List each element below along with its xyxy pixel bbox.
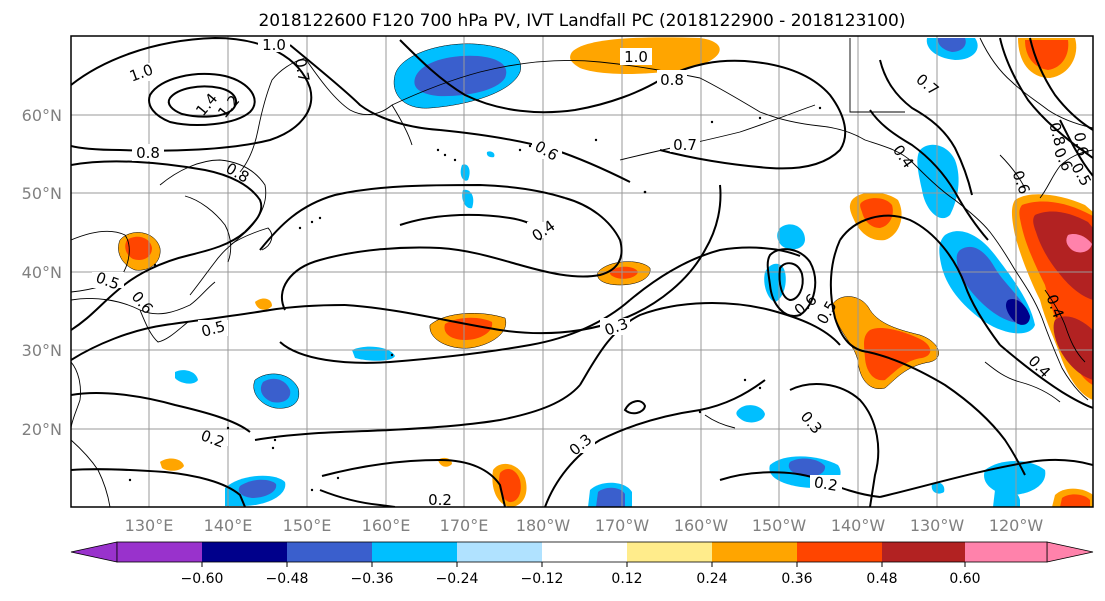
colorbar-segment <box>882 542 965 562</box>
shade-negative-patch <box>788 458 826 477</box>
colorbar-tick-label: −0.12 <box>521 571 564 587</box>
contour-label: 0.8 <box>136 144 160 162</box>
map-frame <box>70 35 1094 508</box>
colorbar-segment <box>797 542 882 562</box>
contour-label: 1.0 <box>624 48 648 66</box>
lon-label: 160°W <box>674 516 729 535</box>
lon-label: 170°E <box>440 516 489 535</box>
colorbar-segment <box>965 542 1047 562</box>
shade-positive-patch <box>860 198 893 228</box>
colorbar-segment <box>202 542 287 562</box>
shade-positive-patch <box>1060 494 1090 507</box>
lon-label: 130°W <box>910 516 965 535</box>
shade-negative-patch <box>486 151 495 158</box>
lat-label: 30°N <box>22 341 62 360</box>
lon-label: 180°W <box>516 516 571 535</box>
shade-positive-patch <box>444 317 493 340</box>
colorbar-tick-label: 0.36 <box>781 571 812 587</box>
lat-label: 50°N <box>22 184 62 203</box>
lon-label: 120°W <box>989 516 1044 535</box>
shade-negative-patch <box>462 189 474 209</box>
shade-positive-patch <box>125 236 152 260</box>
colorbar-tick-label: 0.24 <box>696 571 727 587</box>
shade-positive-patch <box>609 266 638 279</box>
colorbar-segment <box>287 542 372 562</box>
shade-negative-patch <box>260 378 291 403</box>
colorbar-tick-label: −0.48 <box>266 571 309 587</box>
longitude-labels: 130°E 140°E 150°E 160°E 170°E 180°W 170°… <box>125 516 1044 535</box>
shade-negative-patch <box>984 461 1046 495</box>
colorbar-segment <box>627 542 712 562</box>
shade-positive-patch <box>1033 211 1093 300</box>
shade-positive-patch <box>1025 40 1069 70</box>
lat-label: 20°N <box>22 420 62 439</box>
contour-label: 1.0 <box>262 36 286 54</box>
shade-negative-patch <box>175 370 198 384</box>
lon-label: 160°E <box>362 516 411 535</box>
lat-label: 40°N <box>22 263 62 282</box>
islands <box>128 106 822 492</box>
colorbar: −0.60 −0.48 −0.36 −0.24 −0.12 0.12 0.24 … <box>70 541 1094 587</box>
shade-positive-patch <box>498 468 521 503</box>
lon-label: 150°W <box>752 516 807 535</box>
contour-label: 0.8 <box>1045 120 1069 148</box>
figure-title: 2018122600 F120 700 hPa PV, IVT Landfall… <box>258 11 905 31</box>
shade-positive-patch <box>160 458 184 471</box>
shade-negative-patch <box>736 405 765 423</box>
contour-label: 0.8 <box>660 71 684 89</box>
lat-label: 60°N <box>22 106 62 125</box>
colorbar-tick-label: 0.60 <box>949 571 980 587</box>
colorbar-segment <box>542 542 627 562</box>
colorbar-tick-label: −0.60 <box>181 571 224 587</box>
shade-negative-patch <box>1005 298 1030 325</box>
contour-label: 0.2 <box>428 491 452 509</box>
shade-negative-patch <box>931 482 945 494</box>
pv-contours <box>71 36 1093 507</box>
contour-label: 0.6 <box>1070 131 1092 158</box>
colorbar-tick-label: 0.12 <box>611 571 642 587</box>
lon-label: 150°E <box>283 516 332 535</box>
colorbar-segment <box>457 542 542 562</box>
colorbar-segment <box>117 542 202 562</box>
shade-positive-patch <box>1053 316 1093 380</box>
map-area: 1.0 1.0 1.4 1.2 0.8 0.7 0.8 1.0 0.8 0.6 … <box>71 36 1093 509</box>
contour-label: 0.7 <box>291 57 313 84</box>
colorbar-tick-label: 0.48 <box>866 571 897 587</box>
colorbar-extend-max <box>1046 541 1094 563</box>
colorbar-segment <box>372 542 457 562</box>
colorbar-tick-label: −0.36 <box>351 571 394 587</box>
contour-label: 0.5 <box>199 317 227 341</box>
shade-negative-patch <box>777 224 805 250</box>
shade-negative-patch <box>460 164 470 181</box>
shade-positive-patch <box>255 298 272 310</box>
shade-positive-patch <box>864 327 931 381</box>
colorbar-extend-min <box>70 541 118 563</box>
lon-label: 170°W <box>595 516 650 535</box>
lon-label: 130°E <box>125 516 174 535</box>
shade-positive-patch <box>1066 234 1092 253</box>
shade-negative-patch <box>993 488 1020 507</box>
contour-label: 0.2 <box>813 473 840 495</box>
contour-label: 0.7 <box>673 136 697 154</box>
colorbar-tick-label: −0.24 <box>436 571 479 587</box>
shade-negative-patch <box>596 487 625 507</box>
shade-negative-patch <box>917 144 959 219</box>
shade-negative-patch <box>238 479 277 498</box>
lon-label: 140°W <box>831 516 886 535</box>
shade-negative-patch <box>937 38 966 52</box>
latitude-labels: 60°N 50°N 40°N 30°N 20°N <box>22 106 62 439</box>
lon-label: 140°E <box>204 516 253 535</box>
coastlines <box>71 37 1093 507</box>
colorbar-segment <box>712 542 797 562</box>
